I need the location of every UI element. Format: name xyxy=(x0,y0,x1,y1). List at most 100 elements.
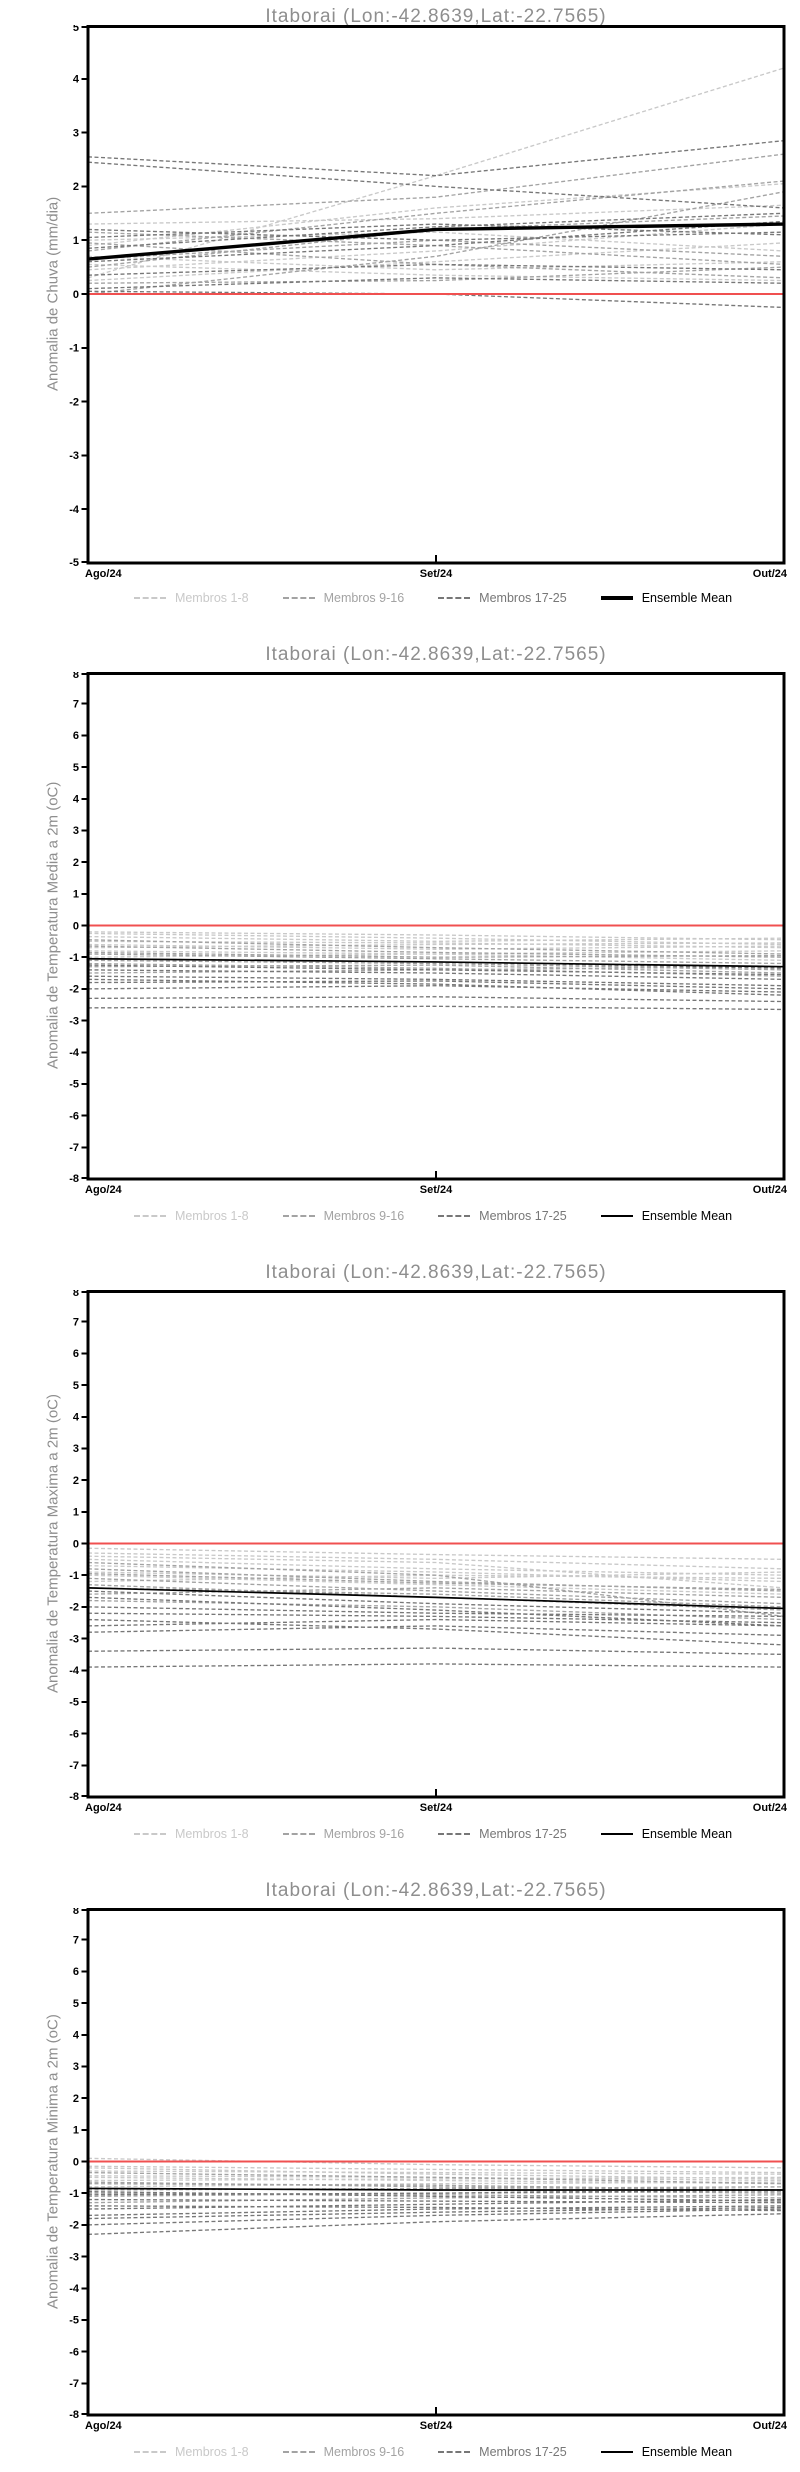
svg-text:4: 4 xyxy=(73,1412,80,1424)
legend-item: Membros 1-8 xyxy=(133,2445,249,2459)
legend-label: Ensemble Mean xyxy=(641,591,733,605)
svg-text:8: 8 xyxy=(73,1290,79,1299)
svg-text:-4: -4 xyxy=(69,504,80,516)
svg-text:-2: -2 xyxy=(69,1602,79,1614)
svg-text:-5: -5 xyxy=(69,557,79,569)
member-line-sample-icon xyxy=(438,1215,471,1217)
svg-text:-1: -1 xyxy=(69,343,79,355)
svg-text:6: 6 xyxy=(73,730,79,742)
svg-text:0: 0 xyxy=(73,1538,79,1550)
chart-panel-4: Itaborai (Lon:-42.8639,Lat:-22.7565) Ano… xyxy=(0,1854,800,2472)
svg-text:1: 1 xyxy=(73,235,79,247)
chart-legend: Membros 1-8 Membros 9-16 Membros 17-25 Ense… xyxy=(80,1827,786,1841)
legend-item: Membros 9-16 xyxy=(282,591,404,605)
member-line-sample-icon xyxy=(282,2451,315,2453)
svg-text:2: 2 xyxy=(73,2093,79,2105)
legend-label: Membros 1-8 xyxy=(174,591,249,605)
ensemble-mean-line xyxy=(87,957,785,968)
svg-text:Set/24: Set/24 xyxy=(420,2420,453,2432)
svg-text:Ago/24: Ago/24 xyxy=(85,1802,123,1814)
svg-text:-5: -5 xyxy=(69,2315,79,2327)
member-line-sample-icon xyxy=(438,1833,471,1835)
chart-legend: Membros 1-8 Membros 9-16 Membros 17-25 Ense… xyxy=(80,591,786,605)
legend-item: Membros 17-25 xyxy=(438,1827,567,1841)
legend-item: Membros 1-8 xyxy=(133,1827,249,1841)
svg-text:-2: -2 xyxy=(69,396,79,408)
chart-plot: -8 -7 -6 -5 -4 -3 -2 -1 0 1 2 3 4 5 6 7 8 Ago/24 Set/24 Out… xyxy=(69,1290,788,1814)
svg-text:3: 3 xyxy=(73,1443,79,1455)
svg-text:-8: -8 xyxy=(69,2409,79,2421)
svg-text:3: 3 xyxy=(73,127,79,139)
svg-text:-4: -4 xyxy=(69,1665,80,1677)
legend-label: Membros 17-25 xyxy=(479,591,567,605)
legend-item: Membros 17-25 xyxy=(438,2445,567,2459)
svg-text:0: 0 xyxy=(73,289,79,301)
svg-text:4: 4 xyxy=(73,2030,80,2042)
member-line-sample-icon xyxy=(133,597,166,599)
ensemble-mean-line-sample-icon xyxy=(600,2451,633,2453)
member-line-sample-icon xyxy=(438,597,471,599)
svg-text:-5: -5 xyxy=(69,1697,79,1709)
svg-text:-8: -8 xyxy=(69,1173,79,1185)
svg-text:Out/24: Out/24 xyxy=(753,1184,788,1196)
svg-text:5: 5 xyxy=(73,762,79,774)
svg-text:2: 2 xyxy=(73,857,79,869)
svg-text:6: 6 xyxy=(73,1348,79,1360)
chart-panel-2: Itaborai (Lon:-42.8639,Lat:-22.7565) Ano… xyxy=(0,618,800,1236)
ensemble-members xyxy=(87,2157,785,2236)
chart-title: Itaborai (Lon:-42.8639,Lat:-22.7565) xyxy=(265,644,607,665)
legend-label: Membros 1-8 xyxy=(174,1827,249,1841)
chart-legend: Membros 1-8 Membros 9-16 Membros 17-25 Ense… xyxy=(80,1209,786,1223)
legend-label: Membros 9-16 xyxy=(323,1209,405,1223)
svg-text:-7: -7 xyxy=(69,2378,79,2390)
legend-item: Membros 9-16 xyxy=(282,1209,405,1223)
svg-text:Ago/24: Ago/24 xyxy=(85,568,123,580)
legend-item: Ensemble Mean xyxy=(600,2445,732,2459)
svg-text:-2: -2 xyxy=(69,2220,79,2232)
svg-text:3: 3 xyxy=(73,2061,79,2073)
svg-text:-3: -3 xyxy=(69,450,79,462)
svg-text:-1: -1 xyxy=(69,952,79,964)
ensemble-mean-line xyxy=(87,2187,784,2191)
x-axis-labels: Ago/24 Set/24 Out/24 xyxy=(85,568,788,580)
svg-text:-3: -3 xyxy=(69,1633,79,1645)
svg-text:-7: -7 xyxy=(69,1142,79,1154)
legend-label: Membros 17-25 xyxy=(479,1827,567,1841)
svg-text:3: 3 xyxy=(73,825,79,837)
ensemble-mean-line xyxy=(87,222,785,261)
x-axis-labels: Ago/24 Set/24 Out/24 xyxy=(85,1184,788,1196)
svg-text:5: 5 xyxy=(73,25,79,34)
svg-text:Out/24: Out/24 xyxy=(753,1802,788,1814)
legend-label: Membros 1-8 xyxy=(174,2445,249,2459)
svg-text:-1: -1 xyxy=(69,1570,79,1582)
svg-text:-4: -4 xyxy=(69,1047,80,1059)
member-line-sample-icon xyxy=(133,2451,166,2453)
svg-text:1: 1 xyxy=(73,2125,79,2137)
svg-text:-4: -4 xyxy=(69,2283,80,2295)
legend-item: Membros 1-8 xyxy=(133,1209,249,1223)
svg-text:-7: -7 xyxy=(69,1760,79,1772)
member-line-sample-icon xyxy=(133,1215,166,1217)
ensemble-members xyxy=(87,931,785,1011)
svg-text:1: 1 xyxy=(73,889,79,901)
ensemble-members xyxy=(87,1547,785,1668)
chart-plot: -5 -4 -3 -2 -1 0 1 2 3 4 5 Ago/24 Set/24 Out/24 xyxy=(69,25,788,580)
chart-plot: -8 -7 -6 -5 -4 -3 -2 -1 0 1 2 3 4 5 6 7 8 Ago/24 Set/24 Out… xyxy=(69,1908,788,2432)
member-line-sample-icon xyxy=(282,1833,315,1835)
svg-text:4: 4 xyxy=(73,794,80,806)
legend-label: Membros 17-25 xyxy=(479,2445,567,2459)
svg-text:Set/24: Set/24 xyxy=(420,568,453,580)
member-line-sample-icon xyxy=(282,1215,315,1217)
svg-text:-6: -6 xyxy=(69,1728,79,1740)
chart-panel-1: Itaborai (Lon:-42.8639,Lat:-22.7565) Ano… xyxy=(0,0,800,618)
svg-text:Set/24: Set/24 xyxy=(420,1802,453,1814)
svg-text:0: 0 xyxy=(73,920,79,932)
svg-text:5: 5 xyxy=(73,1998,79,2010)
member-line-sample-icon xyxy=(438,2451,471,2453)
svg-text:1: 1 xyxy=(73,1507,79,1519)
legend-item: Ensemble Mean xyxy=(600,1827,732,1841)
svg-text:-2: -2 xyxy=(69,984,79,996)
legend-item: Ensemble Mean xyxy=(600,1209,732,1223)
svg-text:-6: -6 xyxy=(69,1110,79,1122)
